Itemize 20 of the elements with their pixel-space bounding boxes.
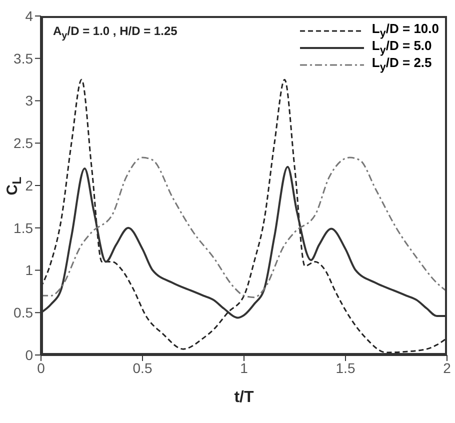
x-tick-label: 1.5 [336, 360, 356, 376]
line-series [41, 156, 447, 298]
y-tick-label: 4 [25, 8, 34, 24]
y-tick-label: 1 [25, 262, 34, 278]
legend-label: L$_{y}$/D = 5.0 [372, 38, 432, 57]
x-tick-label: 0.5 [132, 360, 152, 376]
x-axis-title: t/T [233, 389, 255, 407]
y-tick-label: 1.5 [14, 220, 34, 236]
x-tick-label: 1 [240, 360, 248, 376]
y-tick-label: 3.5 [14, 50, 34, 66]
y-tick-label: 2 [25, 177, 34, 194]
annotation: A$_{y}$/D = 1.0 , H/D = 1.25 [53, 24, 178, 42]
legend-label: L$_{y}$/D = 2.5 [372, 55, 432, 74]
y-tick-label: 0 [25, 346, 34, 363]
y-tick-label: 0.5 [14, 304, 34, 321]
x-tick-label: 0 [37, 360, 46, 376]
x-tick-label: 2 [443, 360, 452, 376]
legend-label: L$_{y}$/D = 10.0 [372, 21, 439, 40]
y-tick-label: 2.5 [14, 135, 34, 152]
y-tick-label: 3 [25, 92, 34, 109]
